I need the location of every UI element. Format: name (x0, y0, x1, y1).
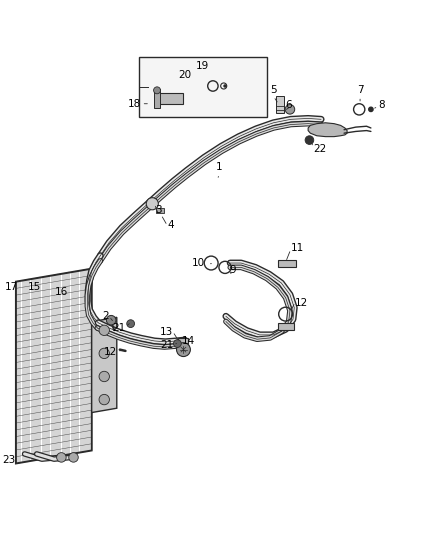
Text: 19: 19 (195, 61, 208, 71)
Polygon shape (308, 123, 347, 136)
Bar (178, 338, 188, 346)
Circle shape (154, 87, 160, 94)
Text: 11: 11 (291, 244, 304, 253)
Circle shape (57, 453, 66, 462)
Text: 21: 21 (160, 340, 173, 350)
Text: 9: 9 (229, 265, 236, 275)
Circle shape (223, 84, 227, 88)
Text: 14: 14 (182, 336, 195, 346)
Text: 18: 18 (128, 99, 141, 109)
Text: 6: 6 (286, 100, 292, 110)
Bar (278, 260, 296, 266)
Text: 15: 15 (28, 282, 41, 292)
Text: 23: 23 (2, 455, 15, 465)
Circle shape (106, 316, 116, 325)
Text: 12: 12 (103, 347, 117, 357)
Polygon shape (92, 317, 117, 413)
Circle shape (69, 453, 78, 462)
Bar (156, 208, 163, 213)
Circle shape (305, 136, 314, 144)
Bar (155, 89, 159, 109)
Circle shape (99, 348, 110, 359)
Bar (276, 95, 284, 113)
Circle shape (285, 104, 295, 114)
Text: 7: 7 (357, 85, 364, 95)
Text: 3: 3 (155, 205, 162, 215)
Circle shape (99, 325, 110, 335)
Text: 22: 22 (313, 144, 327, 154)
Circle shape (146, 198, 159, 210)
Bar (157, 93, 183, 104)
Text: 5: 5 (270, 85, 277, 95)
Text: 10: 10 (192, 258, 205, 268)
Circle shape (173, 340, 181, 348)
Text: 13: 13 (159, 327, 173, 337)
Bar (278, 323, 294, 330)
Text: 2: 2 (102, 311, 109, 321)
Circle shape (127, 320, 134, 328)
Text: 1: 1 (216, 162, 223, 172)
Circle shape (99, 394, 110, 405)
Circle shape (99, 372, 110, 382)
Text: 16: 16 (55, 287, 68, 296)
Text: 21: 21 (112, 323, 125, 333)
Text: 12: 12 (295, 298, 308, 308)
Circle shape (177, 343, 191, 357)
Circle shape (369, 107, 373, 111)
Text: 4: 4 (167, 220, 174, 230)
Bar (139, 56, 267, 117)
Text: 20: 20 (178, 70, 191, 80)
Text: 8: 8 (378, 100, 385, 110)
Text: 17: 17 (5, 282, 18, 292)
